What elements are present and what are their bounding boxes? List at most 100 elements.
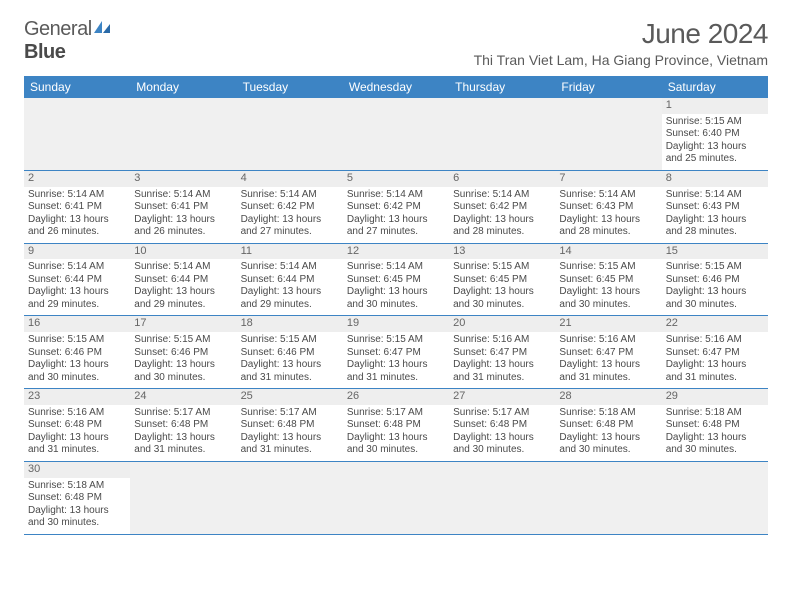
day-number: 24 <box>130 389 236 405</box>
day-number: 25 <box>237 389 343 405</box>
day-sunrise: Sunrise: 5:14 AM <box>347 189 445 202</box>
day-sunset: Sunset: 6:46 PM <box>666 274 764 287</box>
calendar-cell: 1Sunrise: 5:15 AMSunset: 6:40 PMDaylight… <box>662 98 768 170</box>
calendar-cell: 8 Sunrise: 5:14 AMSunset: 6:43 PMDaylight… <box>662 170 768 243</box>
day-number: 4 <box>237 171 343 187</box>
day-number: 8 <box>662 171 768 187</box>
logo-part2: Blue <box>24 41 65 63</box>
day-sunset: Sunset: 6:48 PM <box>347 419 445 432</box>
day-sunset: Sunset: 6:43 PM <box>666 201 764 214</box>
header: GeneralBlue June 2024 Thi Tran Viet Lam,… <box>24 18 768 68</box>
day-sunset: Sunset: 6:40 PM <box>666 128 764 141</box>
day-daylight1: Daylight: 13 hours <box>241 214 339 227</box>
day-daylight1: Daylight: 13 hours <box>134 432 232 445</box>
day-sunrise: Sunrise: 5:16 AM <box>453 334 551 347</box>
day-sunrise: Sunrise: 5:15 AM <box>453 261 551 274</box>
day-info: Sunrise: 5:14 AMSunset: 6:42 PMDaylight:… <box>347 189 445 239</box>
day-daylight1: Daylight: 13 hours <box>241 359 339 372</box>
day-number: 26 <box>343 389 449 405</box>
day-sunset: Sunset: 6:44 PM <box>28 274 126 287</box>
day-daylight1: Daylight: 13 hours <box>28 359 126 372</box>
day-sunrise: Sunrise: 5:17 AM <box>134 407 232 420</box>
day-sunrise: Sunrise: 5:14 AM <box>134 189 232 202</box>
day-number: 22 <box>662 316 768 332</box>
day-number: 15 <box>662 244 768 260</box>
day-info: Sunrise: 5:15 AMSunset: 6:46 PMDaylight:… <box>666 261 764 311</box>
weekday-tuesday: Tuesday <box>237 76 343 98</box>
day-info: Sunrise: 5:14 AMSunset: 6:41 PMDaylight:… <box>134 189 232 239</box>
calendar-cell: 3 Sunrise: 5:14 AMSunset: 6:41 PMDaylight… <box>130 170 236 243</box>
day-sunset: Sunset: 6:48 PM <box>666 419 764 432</box>
day-daylight1: Daylight: 13 hours <box>28 214 126 227</box>
weekday-monday: Monday <box>130 76 236 98</box>
day-daylight1: Daylight: 13 hours <box>666 214 764 227</box>
day-daylight2: and 28 minutes. <box>666 226 764 239</box>
day-info: Sunrise: 5:18 AMSunset: 6:48 PMDaylight:… <box>28 480 126 530</box>
calendar-cell <box>130 461 236 534</box>
calendar-cell: 12Sunrise: 5:14 AMSunset: 6:45 PMDayligh… <box>343 243 449 316</box>
day-number: 6 <box>449 171 555 187</box>
title-block: June 2024 Thi Tran Viet Lam, Ha Giang Pr… <box>474 18 768 68</box>
day-number: 19 <box>343 316 449 332</box>
day-daylight2: and 31 minutes. <box>559 372 657 385</box>
day-sunset: Sunset: 6:42 PM <box>453 201 551 214</box>
calendar-cell <box>555 461 661 534</box>
calendar-cell <box>130 98 236 170</box>
day-sunrise: Sunrise: 5:16 AM <box>666 334 764 347</box>
day-sunrise: Sunrise: 5:15 AM <box>134 334 232 347</box>
day-sunset: Sunset: 6:45 PM <box>453 274 551 287</box>
calendar-cell: 30Sunrise: 5:18 AMSunset: 6:48 PMDayligh… <box>24 461 130 534</box>
calendar-cell <box>343 98 449 170</box>
calendar-cell: 16Sunrise: 5:15 AMSunset: 6:46 PMDayligh… <box>24 316 130 389</box>
day-number: 11 <box>237 244 343 260</box>
day-sunset: Sunset: 6:43 PM <box>559 201 657 214</box>
calendar-cell: 13Sunrise: 5:15 AMSunset: 6:45 PMDayligh… <box>449 243 555 316</box>
day-daylight1: Daylight: 13 hours <box>559 359 657 372</box>
day-number: 23 <box>24 389 130 405</box>
day-info: Sunrise: 5:14 AMSunset: 6:42 PMDaylight:… <box>241 189 339 239</box>
day-sunrise: Sunrise: 5:14 AM <box>347 261 445 274</box>
calendar-cell: 21Sunrise: 5:16 AMSunset: 6:47 PMDayligh… <box>555 316 661 389</box>
weekday-wednesday: Wednesday <box>343 76 449 98</box>
calendar-cell: 9Sunrise: 5:14 AMSunset: 6:44 PMDaylight… <box>24 243 130 316</box>
day-number: 13 <box>449 244 555 260</box>
day-number: 5 <box>343 171 449 187</box>
day-number: 21 <box>555 316 661 332</box>
day-daylight2: and 28 minutes. <box>559 226 657 239</box>
day-sunrise: Sunrise: 5:14 AM <box>28 189 126 202</box>
day-sunset: Sunset: 6:47 PM <box>666 347 764 360</box>
day-sunrise: Sunrise: 5:15 AM <box>28 334 126 347</box>
day-daylight2: and 30 minutes. <box>453 444 551 457</box>
day-info: Sunrise: 5:14 AMSunset: 6:41 PMDaylight:… <box>28 189 126 239</box>
day-sunrise: Sunrise: 5:16 AM <box>28 407 126 420</box>
day-daylight1: Daylight: 13 hours <box>666 286 764 299</box>
day-info: Sunrise: 5:16 AMSunset: 6:48 PMDaylight:… <box>28 407 126 457</box>
day-info: Sunrise: 5:14 AMSunset: 6:42 PMDaylight:… <box>453 189 551 239</box>
day-daylight2: and 29 minutes. <box>28 299 126 312</box>
day-daylight2: and 31 minutes. <box>453 372 551 385</box>
day-sunset: Sunset: 6:48 PM <box>134 419 232 432</box>
calendar-row: 23Sunrise: 5:16 AMSunset: 6:48 PMDayligh… <box>24 389 768 462</box>
day-daylight1: Daylight: 13 hours <box>453 359 551 372</box>
day-info: Sunrise: 5:14 AMSunset: 6:43 PMDaylight:… <box>666 189 764 239</box>
logo: GeneralBlue <box>24 18 112 64</box>
day-info: Sunrise: 5:14 AMSunset: 6:43 PMDaylight:… <box>559 189 657 239</box>
calendar-table: Sunday Monday Tuesday Wednesday Thursday… <box>24 76 768 535</box>
day-sunset: Sunset: 6:42 PM <box>241 201 339 214</box>
day-number: 16 <box>24 316 130 332</box>
weekday-saturday: Saturday <box>662 76 768 98</box>
logo-part1: General <box>24 18 92 40</box>
day-number: 3 <box>130 171 236 187</box>
calendar-cell <box>237 461 343 534</box>
day-daylight2: and 30 minutes. <box>666 299 764 312</box>
day-daylight2: and 27 minutes. <box>347 226 445 239</box>
day-sunset: Sunset: 6:48 PM <box>28 492 126 505</box>
day-sunset: Sunset: 6:41 PM <box>134 201 232 214</box>
day-daylight2: and 30 minutes. <box>134 372 232 385</box>
calendar-cell: 5 Sunrise: 5:14 AMSunset: 6:42 PMDaylight… <box>343 170 449 243</box>
day-daylight2: and 30 minutes. <box>453 299 551 312</box>
calendar-cell: 15Sunrise: 5:15 AMSunset: 6:46 PMDayligh… <box>662 243 768 316</box>
calendar-cell: 29Sunrise: 5:18 AMSunset: 6:48 PMDayligh… <box>662 389 768 462</box>
day-number: 12 <box>343 244 449 260</box>
day-daylight2: and 26 minutes. <box>134 226 232 239</box>
